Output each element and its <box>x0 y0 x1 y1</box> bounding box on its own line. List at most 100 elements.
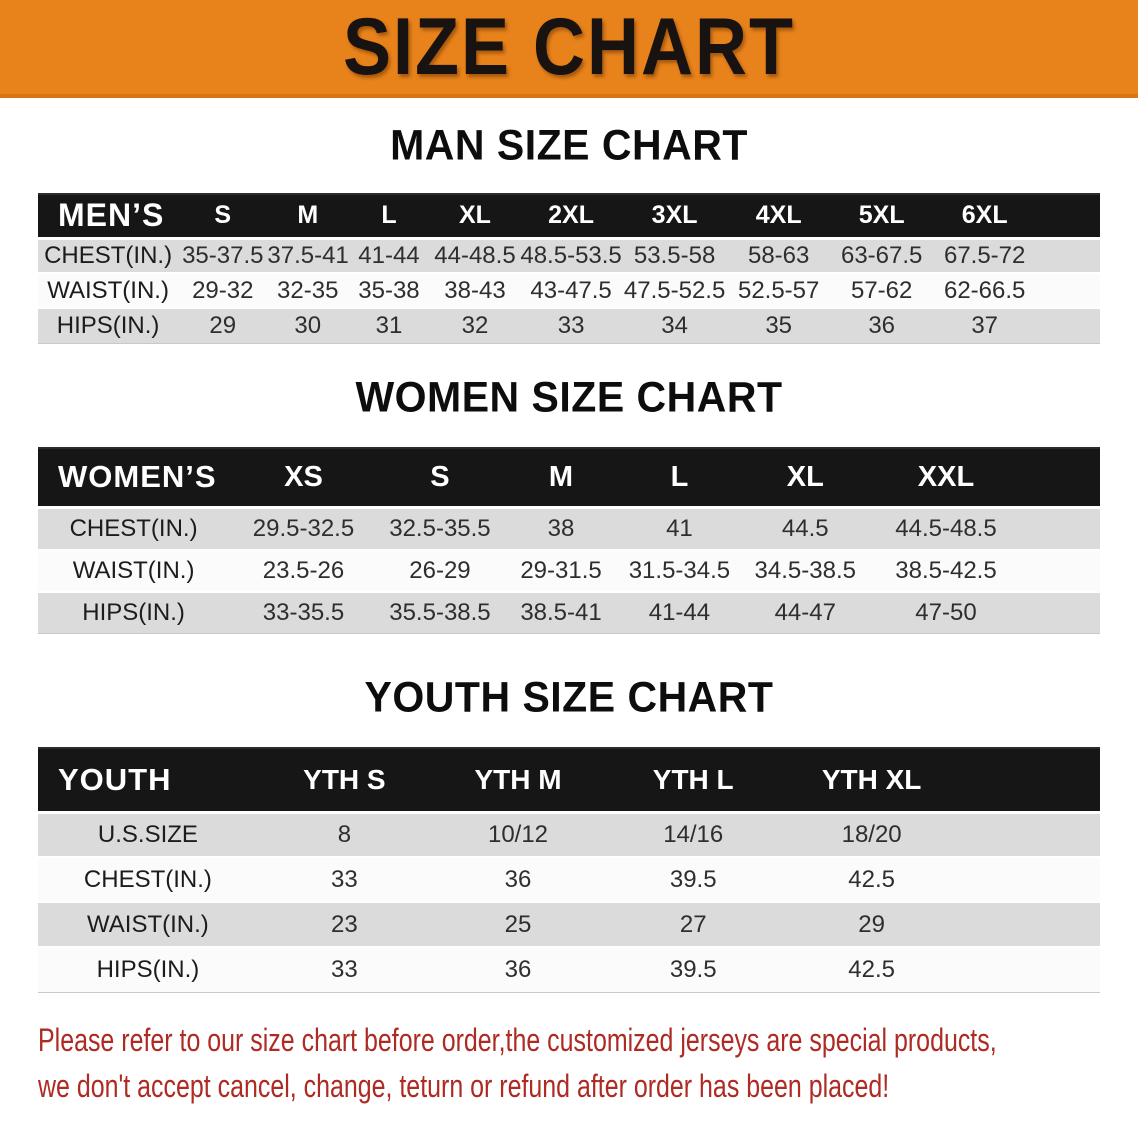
size-value: 8 <box>337 820 352 848</box>
size-value: 47.5-52.5 <box>623 276 726 304</box>
table-row: U.S.SIZE 8 10/12 14/16 18/20 <box>38 812 1100 857</box>
table-row: WAIST(IN.) 23.5-26 26-29 29-31.5 31.5-34.5 34… <box>38 549 1100 592</box>
size-value: 58-63 <box>747 241 810 269</box>
size-value: 29 <box>858 910 885 938</box>
row-label: CHEST(IN.) <box>83 865 212 893</box>
table-group-label: WOMEN’S <box>58 459 217 495</box>
size-column-header: 4XL <box>755 201 802 230</box>
size-value: 29-32 <box>192 276 254 304</box>
size-value: 41-44 <box>648 598 711 626</box>
size-column-header: 6XL <box>961 201 1008 230</box>
size-value: 18/20 <box>841 820 902 848</box>
size-value: 29.5-32.5 <box>252 514 355 542</box>
table-row: WAIST(IN.) 29-32 32-35 35-38 38-43 43-47.5 47.… <box>38 273 1100 308</box>
size-value: 14/16 <box>663 820 724 848</box>
size-column-header: M <box>548 460 574 493</box>
disclaimer-text: Please refer to our size chart before or… <box>38 1017 1100 1109</box>
size-column-header: S <box>430 460 450 493</box>
row-label: WAIST(IN.) <box>72 556 195 584</box>
size-column-header: L <box>381 201 397 230</box>
row-spacer <box>1036 238 1100 273</box>
size-value: 44-47 <box>774 598 836 626</box>
header-spacer <box>962 748 1100 812</box>
table-row: HIPS(IN.) 33 36 39.5 42.5 <box>38 947 1100 992</box>
size-value: 57-62 <box>850 276 913 304</box>
size-value: 35.5-38.5 <box>389 598 491 626</box>
size-value: 42.5 <box>848 865 895 893</box>
size-column-header: XL <box>459 201 491 230</box>
size-value: 23 <box>331 910 358 938</box>
youth-size-chart-section: YOUTH SIZE CHART YOUTH YTH S YTH M YTH L YTH … <box>0 673 1138 993</box>
size-value: 31.5-34.5 <box>628 556 731 584</box>
youth-size-table: YOUTH YTH S YTH M YTH L YTH XL U.S.SIZE 8 10/12… <box>38 747 1100 993</box>
men-section-heading: MAN SIZE CHART <box>390 120 748 170</box>
size-chart-banner: SIZE CHART <box>0 0 1138 98</box>
size-value: 33-35.5 <box>262 598 345 626</box>
size-value: 53.5-58 <box>633 241 716 269</box>
size-value: 37 <box>971 311 999 339</box>
size-column-header: 3XL <box>651 201 698 230</box>
row-label: CHEST(IN.) <box>44 241 173 269</box>
size-value: 52.5-57 <box>737 276 820 304</box>
row-spacer <box>1036 273 1100 308</box>
size-value: 38.5-42.5 <box>895 556 997 584</box>
table-header-row: MEN’S S M L XL 2XL 3XL 4XL 5XL 6XL <box>38 194 1100 238</box>
size-value: 38.5-41 <box>520 598 602 626</box>
size-value: 32.5-35.5 <box>389 514 491 542</box>
size-value: 36 <box>504 955 532 983</box>
size-value: 35 <box>765 311 793 339</box>
size-column-header: YTH XL <box>821 763 922 795</box>
size-value: 62-66.5 <box>943 276 1026 304</box>
size-value: 33 <box>331 955 358 983</box>
size-chart-sections: MAN SIZE CHART MEN’S S M L XL 2XL 3XL 4XL 5XL 6XL C… <box>0 120 1138 993</box>
row-label: U.S.SIZE <box>97 820 198 848</box>
row-label: HIPS(IN.) <box>96 955 200 983</box>
size-value: 29-31.5 <box>520 556 602 584</box>
table-row: WAIST(IN.) 23 25 27 29 <box>38 902 1100 947</box>
size-value: 32-35 <box>277 276 339 304</box>
row-spacer <box>1020 550 1100 592</box>
size-value: 26-29 <box>409 556 471 584</box>
size-value: 25 <box>504 910 532 938</box>
size-column-header: S <box>214 201 232 230</box>
size-value: 43-47.5 <box>530 276 612 304</box>
row-spacer <box>1020 592 1100 634</box>
size-value: 33 <box>331 865 358 893</box>
size-column-header: 5XL <box>858 201 905 230</box>
size-value: 38-43 <box>444 276 506 304</box>
size-column-header: YTH M <box>474 763 562 795</box>
size-value: 27 <box>679 910 707 938</box>
header-spacer <box>1036 194 1100 238</box>
row-spacer <box>1036 308 1100 343</box>
size-value: 31 <box>375 311 403 339</box>
men-size-table: MEN’S S M L XL 2XL 3XL 4XL 5XL 6XL CHEST(IN.) 35-37… <box>38 193 1100 344</box>
row-label: HIPS(IN.) <box>56 311 160 339</box>
size-column-header: XL <box>786 460 824 493</box>
header-spacer <box>1020 448 1100 508</box>
row-spacer <box>962 947 1100 992</box>
row-label: HIPS(IN.) <box>82 598 185 626</box>
size-value: 44-48.5 <box>434 241 516 269</box>
size-value: 39.5 <box>669 955 717 983</box>
table-row: HIPS(IN.) 29 30 31 32 33 34 35 36 37 <box>38 308 1100 343</box>
table-header-row: YOUTH YTH S YTH M YTH L YTH XL <box>38 748 1100 812</box>
size-value: 36 <box>504 865 532 893</box>
size-value: 47-50 <box>915 598 977 626</box>
women-size-chart-section: WOMEN SIZE CHART WOMEN’S XS S M L XL XXL CHEST(I… <box>0 372 1138 634</box>
table-header-row: WOMEN’S XS S M L XL XXL <box>38 447 1100 508</box>
table-group-label: MEN’S <box>58 197 165 234</box>
row-spacer <box>962 902 1100 947</box>
size-column-header: YTH L <box>652 763 734 795</box>
size-value: 30 <box>294 311 322 339</box>
size-value: 63-67.5 <box>840 241 923 269</box>
size-value: 38 <box>547 514 575 542</box>
size-value: 41 <box>666 514 693 542</box>
size-column-header: XS <box>284 460 323 493</box>
size-value: 37.5-41 <box>267 241 349 269</box>
size-value: 44.5-48.5 <box>895 514 997 542</box>
size-value: 29 <box>209 311 237 339</box>
row-label: WAIST(IN.) <box>87 910 209 938</box>
size-value: 48.5-53.5 <box>520 241 622 269</box>
size-column-header: YTH S <box>303 763 386 795</box>
size-value: 36 <box>868 311 896 339</box>
